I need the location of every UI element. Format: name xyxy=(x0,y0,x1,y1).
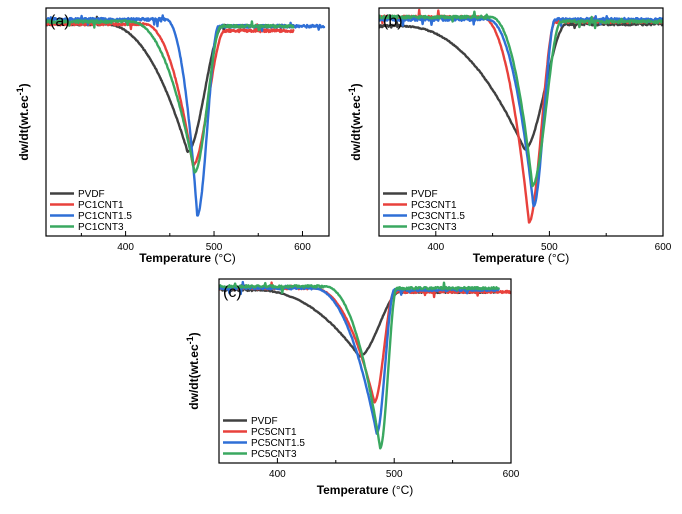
series-line-pc3cnt3 xyxy=(379,10,663,188)
series-line-pvdf xyxy=(379,18,663,151)
x-tick-label-a-500: 500 xyxy=(206,242,223,253)
y-axis-title-a: dw/dt(wt.ec-1) xyxy=(15,83,31,160)
y-axis-title-c: dw/dt(wt.ec-1) xyxy=(185,332,201,409)
legend-label-a-0: PVDF xyxy=(78,189,105,200)
x-axis-title-text-b: Temperature xyxy=(473,251,548,265)
plot-frame-c xyxy=(218,278,512,464)
x-axis-title-b: Temperature (°C) xyxy=(473,251,570,265)
legend-label-a-1: PC1CNT1 xyxy=(78,200,124,211)
y-axis-title-sup-a: -1 xyxy=(15,87,25,95)
series-line-pc1cnt3 xyxy=(46,19,295,174)
legend-label-b-3: PC3CNT3 xyxy=(411,222,457,233)
legend-label-b-1: PC3CNT1 xyxy=(411,200,457,211)
x-tick-label-b-600: 600 xyxy=(655,242,672,253)
y-axis-title-close-c: ) xyxy=(187,332,201,336)
x-axis-title-text-c: Temperature xyxy=(317,483,392,497)
legend-label-b-0: PVDF xyxy=(411,189,438,200)
x-axis-title-a: Temperature (°C) xyxy=(139,251,236,265)
legend-label-c-3: PC5CNT3 xyxy=(251,449,297,460)
plot-frame-a xyxy=(45,7,330,237)
panel-c: 400 500 600 Temperature (°C) dw/dt(wt.ec-1) (… xyxy=(185,278,520,497)
x-tick-label-c-600: 600 xyxy=(503,469,520,480)
series-line-pc1cnt1 xyxy=(46,18,295,167)
x-axis-unit-a: (°C) xyxy=(214,251,235,265)
panel-a: 400 500 600 Temperature (°C) dw/dt(wt.ec-1) (… xyxy=(15,7,330,265)
x-axis-unit-c: (°C) xyxy=(392,483,413,497)
y-axis-title-close-a: ) xyxy=(17,83,31,87)
legend-label-b-2: PC3CNT1.5 xyxy=(411,211,465,222)
panel-label-b: (b) xyxy=(383,13,403,30)
series-line-pc5cnt3 xyxy=(219,281,500,450)
x-tick-label-c-400: 400 xyxy=(269,469,286,480)
x-axis-unit-b: (°C) xyxy=(548,251,569,265)
panel-label-c: (c) xyxy=(223,284,242,301)
x-axis-title-c: Temperature (°C) xyxy=(317,483,414,497)
series-group-b xyxy=(379,8,663,224)
x-tick-label-c-500: 500 xyxy=(386,469,403,480)
y-axis-title-text-c: dw/dt(wt.ec xyxy=(187,344,201,410)
x-tick-label-a-600: 600 xyxy=(294,242,311,253)
series-group-a xyxy=(46,14,326,217)
x-tick-label-b-500: 500 xyxy=(541,242,558,253)
series-group-c xyxy=(219,280,511,450)
legend-label-c-1: PC5CNT1 xyxy=(251,427,297,438)
y-axis-title-close-b: ) xyxy=(349,83,363,87)
legend-label-c-2: PC5CNT1.5 xyxy=(251,438,305,449)
y-axis-title-sup-c: -1 xyxy=(185,336,195,344)
legend-label-c-0: PVDF xyxy=(251,416,278,427)
plot-frame-b xyxy=(378,7,664,237)
series-line-pc3cnt1-5 xyxy=(379,14,663,208)
panel-label-a: (a) xyxy=(50,13,70,30)
y-axis-title-text-b: dw/dt(wt.ec xyxy=(349,95,363,161)
y-axis-title-sup-b: -1 xyxy=(347,87,357,95)
series-line-pvdf xyxy=(46,15,295,154)
x-tick-label-b-400: 400 xyxy=(427,242,444,253)
legend-label-a-3: PC1CNT3 xyxy=(78,222,124,233)
panel-b: 400 500 600 Temperature (°C) dw/dt(wt.ec-1) (… xyxy=(347,7,672,265)
series-line-pc5cnt1-5 xyxy=(219,280,500,435)
y-axis-title-b: dw/dt(wt.ec-1) xyxy=(347,83,363,160)
legend-label-a-2: PC1CNT1.5 xyxy=(78,211,132,222)
y-axis-title-text-a: dw/dt(wt.ec xyxy=(17,95,31,161)
x-tick-label-a-400: 400 xyxy=(117,242,134,253)
x-axis-title-text-a: Temperature xyxy=(139,251,214,265)
